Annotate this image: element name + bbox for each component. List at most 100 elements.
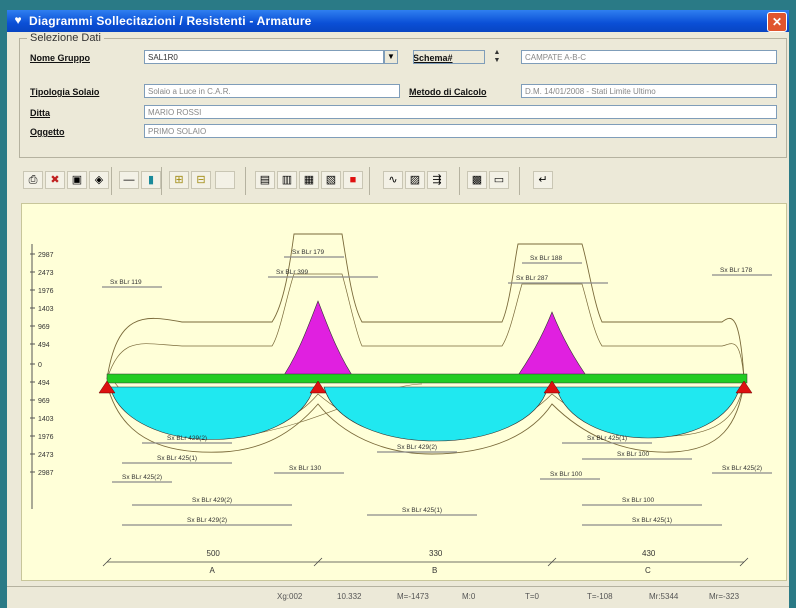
rebar-label-bottom: Sx BLr 100 xyxy=(622,497,655,504)
negative-moment-area xyxy=(513,311,591,382)
title-bar[interactable]: ♥ Diagrammi Sollecitazioni / Resistenti … xyxy=(7,10,789,32)
y-tick-label: 2473 xyxy=(38,452,54,459)
group-title: Selezione Dati xyxy=(27,32,104,44)
diagram-panel: 2987 2473 1976 1403 969 494 0 494 969 1403 1976 247… xyxy=(21,203,787,581)
chart-m-icon[interactable]: ▤ xyxy=(255,171,275,189)
y-tick-label: 494 xyxy=(38,380,50,387)
close-button[interactable]: ✕ xyxy=(767,12,787,32)
status-item: Mr=-323 xyxy=(709,592,740,601)
dimension-tick xyxy=(313,557,323,567)
report-icon[interactable]: ▨ xyxy=(405,171,425,189)
span-length-label: 500 xyxy=(207,549,221,558)
envelope-upper-2 xyxy=(106,273,745,380)
span-name-label: B xyxy=(432,566,437,575)
rebar-label-top: Sx BLr 399 xyxy=(276,269,309,276)
status-item: M=-1473 xyxy=(397,592,429,601)
envelope-upper xyxy=(106,233,745,380)
y-tick-label: 0 xyxy=(38,362,42,369)
export-icon[interactable]: ⇶ xyxy=(427,171,447,189)
line-icon[interactable]: — xyxy=(119,171,139,189)
span-name-label: A xyxy=(210,566,216,575)
blank-icon[interactable] xyxy=(215,171,235,189)
chart-t-icon[interactable]: ▥ xyxy=(277,171,297,189)
toolbar-separator xyxy=(459,167,460,195)
rebar-label-bottom: Sx BLr 425(2) xyxy=(122,474,162,481)
y-tick-label: 2987 xyxy=(38,252,54,259)
y-tick-label: 2473 xyxy=(38,270,54,277)
nome-gruppo-label: Nome Gruppo xyxy=(30,53,90,63)
beam xyxy=(106,373,748,384)
support-triangle xyxy=(309,380,327,394)
rebar-label-bottom: Sx BLr 425(1) xyxy=(402,507,442,514)
y-tick-label: 2987 xyxy=(38,470,54,477)
positive-moment-area xyxy=(323,386,549,442)
nome-gruppo-select[interactable]: SAL1R0 xyxy=(144,50,384,64)
grid-icon[interactable]: ⊞ xyxy=(169,171,189,189)
y-tick-label: 1976 xyxy=(38,434,54,441)
bars-icon[interactable]: ▩ xyxy=(467,171,487,189)
preview-icon[interactable]: ◈ xyxy=(89,171,109,189)
rebar-label-top: Sx BLr 179 xyxy=(292,249,325,256)
y-tick-label: 1403 xyxy=(38,306,54,313)
rebar-label-bottom: Sx BLr 130 xyxy=(289,465,322,472)
toolbar-separator xyxy=(111,167,112,195)
print-icon[interactable]: ⎙ xyxy=(23,171,43,189)
chart-n-icon[interactable]: ▦ xyxy=(299,171,319,189)
chart-a-icon[interactable]: ▧ xyxy=(321,171,341,189)
y-tick-label: 969 xyxy=(38,324,50,331)
toolbar: ⎙ ✖ ▣ ◈ — ▮ ⊞ ⊟ ▤ ▥ ▦ ▧ ■ ∿ ▨ ⇶ ▩ ▭ ↵ xyxy=(19,163,785,201)
rebar-label-top: Sx BLr 287 xyxy=(516,275,549,282)
support-triangle xyxy=(735,380,753,394)
status-bar: Xg:002 10.332 M=-1473 M:0 T=0 T=-108 Mr:5344 Mr… xyxy=(7,586,789,608)
main-window: ♥ Diagrammi Sollecitazioni / Resistenti … xyxy=(7,10,789,608)
oggetto-label: Oggetto xyxy=(30,127,65,137)
rebar-label-top: Sx BLr 188 xyxy=(530,255,563,262)
metodo-label: Metodo di Calcolo xyxy=(409,87,487,97)
rebar-label-top: Sx BLr 178 xyxy=(720,267,753,274)
metodo-field[interactable]: D.M. 14/01/2008 - Stati Limite Ultimo xyxy=(521,84,777,98)
app-icon: ♥ xyxy=(14,13,22,27)
y-tick-label: 1976 xyxy=(38,288,54,295)
status-item: Mr:5344 xyxy=(649,592,679,601)
oggetto-field[interactable]: PRIMO SOLAIO xyxy=(144,124,777,138)
status-item: M:0 xyxy=(462,592,476,601)
y-tick-label: 1403 xyxy=(38,416,54,423)
fill-icon[interactable]: ▮ xyxy=(141,171,161,189)
span-name-label: C xyxy=(645,566,651,575)
rebar-label-bottom: Sx BLr 429(2) xyxy=(187,517,227,524)
save-icon[interactable]: ▣ xyxy=(67,171,87,189)
rebar-label-bottom: Sx BLr 429(2) xyxy=(397,444,437,451)
dimension-tick xyxy=(102,557,112,567)
schema-label: Schema# xyxy=(413,53,453,63)
toolbar-separator xyxy=(369,167,370,195)
support-triangle xyxy=(543,380,561,394)
y-tick-label: 969 xyxy=(38,398,50,405)
dimension-tick xyxy=(547,557,557,567)
schema-box xyxy=(413,50,485,64)
negative-moment-area xyxy=(279,300,357,382)
tipologia-field[interactable]: Solaio a Luce in C.A.R. xyxy=(144,84,400,98)
excel-icon[interactable]: ✖ xyxy=(45,171,65,189)
rebar-label-bottom: Sx BLr 425(1) xyxy=(157,455,197,462)
y-tick-label: 494 xyxy=(38,342,50,349)
chevron-down-icon[interactable]: ▼ xyxy=(384,50,398,64)
bars-alt-icon[interactable]: ▭ xyxy=(489,171,509,189)
grid-alt-icon[interactable]: ⊟ xyxy=(191,171,211,189)
status-item: 10.332 xyxy=(337,592,362,601)
back-icon[interactable]: ↵ xyxy=(533,171,553,189)
diagram-icon[interactable]: ∿ xyxy=(383,171,403,189)
rebar-label-top: Sx BLr 119 xyxy=(110,279,142,286)
rebar-label-bottom: Sx BLr 425(1) xyxy=(587,435,627,442)
schema-field[interactable]: CAMPATE A-B-C xyxy=(521,50,777,64)
ditta-field[interactable]: MARIO ROSSI xyxy=(144,105,777,119)
status-item: T=-108 xyxy=(587,592,613,601)
rebar-label-bottom: Sx BLr 100 xyxy=(617,451,650,458)
status-item: T=0 xyxy=(525,592,540,601)
stop-icon[interactable]: ■ xyxy=(343,171,363,189)
toolbar-separator xyxy=(519,167,520,195)
toolbar-separator xyxy=(161,167,162,195)
positive-moment-area xyxy=(109,386,315,440)
ditta-label: Ditta xyxy=(30,108,50,118)
window-title: Diagrammi Sollecitazioni / Resistenti - … xyxy=(29,14,312,28)
spinner-icon[interactable]: ▲ ▼ xyxy=(493,49,501,64)
